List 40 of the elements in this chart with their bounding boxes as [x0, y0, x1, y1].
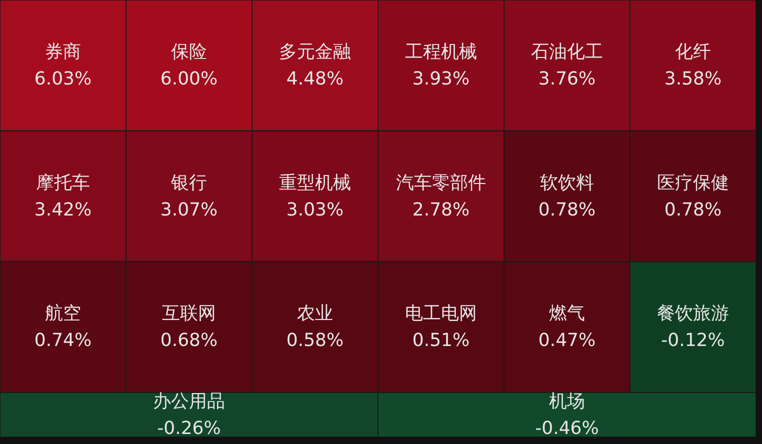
data-label: 3.58%: [664, 68, 722, 90]
category-label: 石油化工: [531, 41, 603, 62]
category-label: 餐饮旅游: [657, 303, 729, 324]
category-label: 化纤: [675, 41, 711, 62]
data-label: -0.26%: [157, 418, 221, 439]
data-label: -0.46%: [535, 418, 599, 439]
category-label: 办公用品: [153, 390, 225, 412]
category-label: 软饮料: [540, 172, 594, 194]
data-label: 0.78%: [664, 199, 722, 220]
data-label: 4.48%: [286, 68, 344, 90]
category-label: 重型机械: [279, 172, 351, 194]
data-label: 0.74%: [34, 330, 92, 352]
data-label: 3.76%: [538, 68, 596, 90]
data-label: 0.58%: [286, 330, 344, 352]
data-label: 3.42%: [34, 199, 92, 220]
category-label: 保险: [171, 41, 207, 62]
category-label: 互联网: [162, 303, 216, 324]
category-label: 汽车零部件: [396, 172, 486, 194]
category-label: 机场: [549, 390, 585, 412]
data-label: 2.78%: [412, 199, 470, 220]
category-label: 航空: [45, 303, 81, 324]
data-label: 0.51%: [412, 330, 470, 352]
category-label: 农业: [297, 303, 333, 324]
data-label: 3.07%: [160, 199, 218, 220]
data-label: 6.00%: [160, 68, 218, 90]
data-label: -0.12%: [661, 330, 725, 352]
category-label: 银行: [170, 172, 207, 194]
category-label: 摩托车: [36, 172, 90, 194]
category-label: 多元金融: [279, 41, 351, 62]
category-label: 券商: [45, 41, 81, 62]
data-label: 3.03%: [286, 199, 344, 220]
category-label: 燃气: [549, 303, 585, 324]
category-label: 电工电网: [405, 303, 477, 324]
category-label: 工程机械: [405, 41, 477, 62]
data-label: 3.93%: [412, 68, 470, 90]
data-label: 0.68%: [160, 330, 218, 352]
data-label: 0.47%: [538, 330, 596, 352]
data-label: 6.03%: [34, 68, 92, 90]
data-label: 0.78%: [538, 199, 596, 220]
category-label: 医疗保健: [657, 172, 729, 194]
